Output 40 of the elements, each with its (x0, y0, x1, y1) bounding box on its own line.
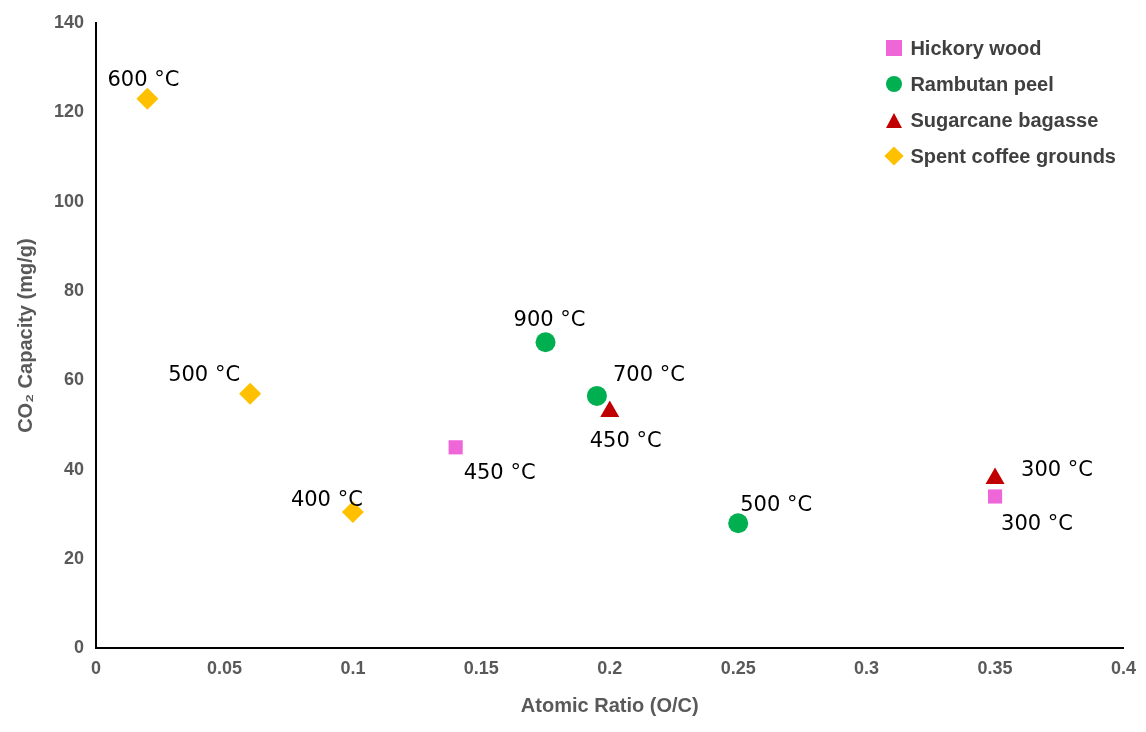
y-tick-label: 100 (53, 190, 85, 211)
x-tick-label: 0.25 (720, 658, 756, 679)
legend-label: Spent coffee grounds (910, 144, 1116, 169)
y-tick-label: 40 (64, 458, 85, 479)
y-tick-label: 0 (74, 637, 85, 658)
annotation: 700 °C (612, 362, 685, 387)
annotation: 400 °C (290, 486, 363, 511)
x-tick-label: 0.05 (206, 658, 242, 679)
annotation: 900 °C (513, 306, 586, 331)
annotation: 600 °C (107, 67, 180, 92)
legend-label: Hickory wood (910, 36, 1042, 61)
point (239, 382, 262, 405)
annotation: 450 °C (463, 459, 536, 484)
point (987, 489, 1003, 504)
point (448, 440, 463, 455)
y-tick-label: 20 (64, 548, 85, 568)
x-tick-label: 0.4 (1110, 658, 1136, 679)
y-tick-label: 60 (64, 369, 85, 390)
x-tick-label: 0.2 (597, 658, 623, 679)
annotation: 300 °C (1021, 457, 1093, 482)
x-tick-label: 0.15 (463, 658, 499, 679)
x-tick-label: 0.3 (854, 658, 880, 679)
y-tick-label: 80 (64, 279, 85, 300)
annotation: 500 °C (168, 362, 241, 387)
x-axis-title: Atomic Ratio (O/C) (520, 693, 699, 716)
x-tick-label: 0.35 (977, 658, 1013, 679)
annotation: 500 °C (740, 491, 813, 516)
annotation: 450 °C (589, 428, 662, 453)
x-tick-label: 0.1 (340, 658, 366, 679)
y-tick-label: 140 (53, 11, 85, 32)
point (136, 87, 159, 110)
y-axis-title: CO₂ Capacity (mg/g) (13, 238, 36, 433)
annotation: 300 °C (1001, 510, 1073, 535)
point (535, 332, 556, 353)
y-tick-label: 120 (53, 101, 85, 122)
point (586, 385, 607, 406)
x-tick-label: 0 (91, 658, 102, 679)
legend-label: Rambutan peel (910, 72, 1054, 97)
point (728, 513, 749, 534)
legend-label: Sugarcane bagasse (910, 108, 1099, 133)
